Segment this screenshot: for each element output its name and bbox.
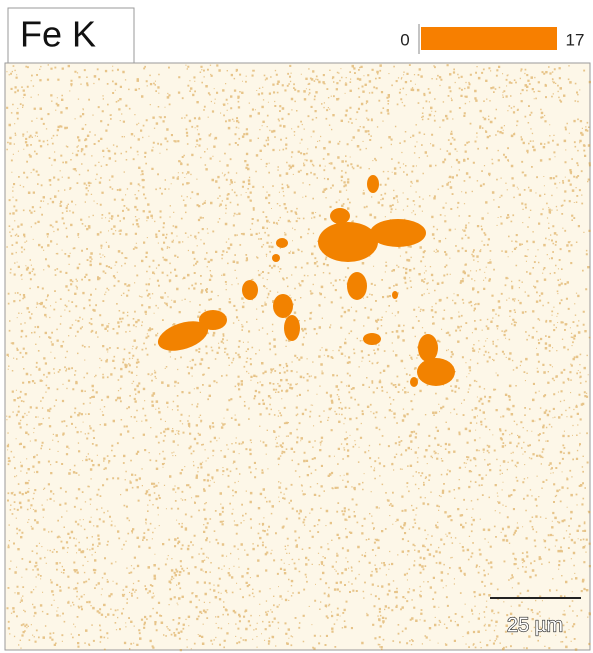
blob [392,291,398,299]
blob [273,294,293,318]
blob [347,272,367,300]
blob [242,280,258,300]
scale-min: 0 [400,30,409,49]
scale-bar-label: 25 µm [507,614,563,636]
blob [410,377,418,387]
blob [367,175,379,193]
blob [284,315,300,341]
blob [363,333,381,345]
blob [417,358,455,386]
color-bar [421,27,557,50]
blob [330,208,350,224]
blob [199,310,227,330]
scale-max: 17 [566,30,585,49]
blob [272,254,280,262]
map-background [5,63,590,650]
blob [370,219,426,247]
body: Fe K 0 17 25 µm (() => { const data = JS… [0,0,593,653]
element-label: Fe K [20,14,96,55]
eds-map-view: Fe K 0 17 25 µm [0,0,593,653]
blob [418,334,438,362]
blob [318,222,378,262]
blob [276,238,288,248]
page: {"title": "Fe K", "scale": {"min": "0", … [0,0,593,653]
